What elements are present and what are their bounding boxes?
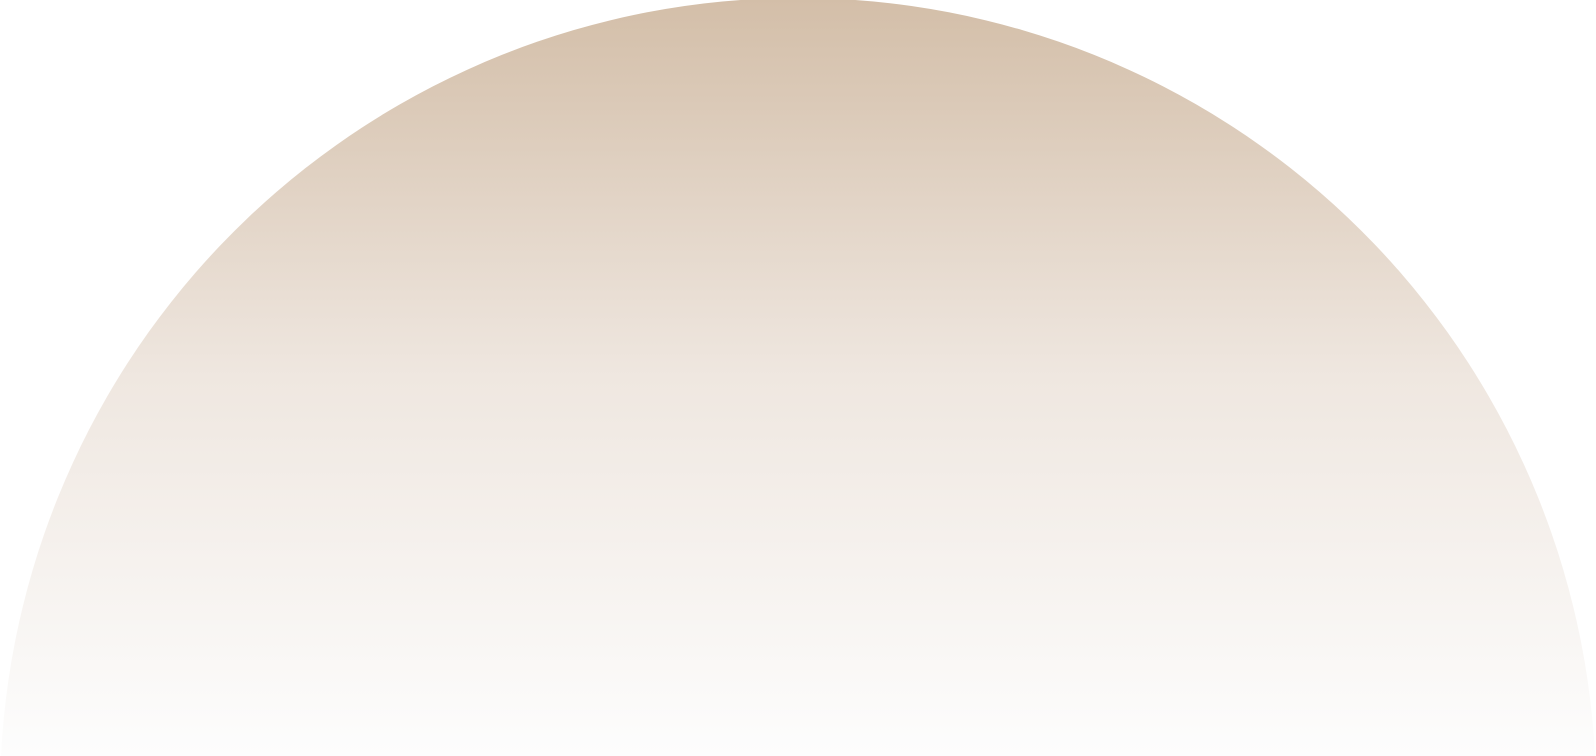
decorative-semicircle-graphic bbox=[1, 0, 1595, 756]
gradient-semicircle bbox=[1, 0, 1595, 756]
